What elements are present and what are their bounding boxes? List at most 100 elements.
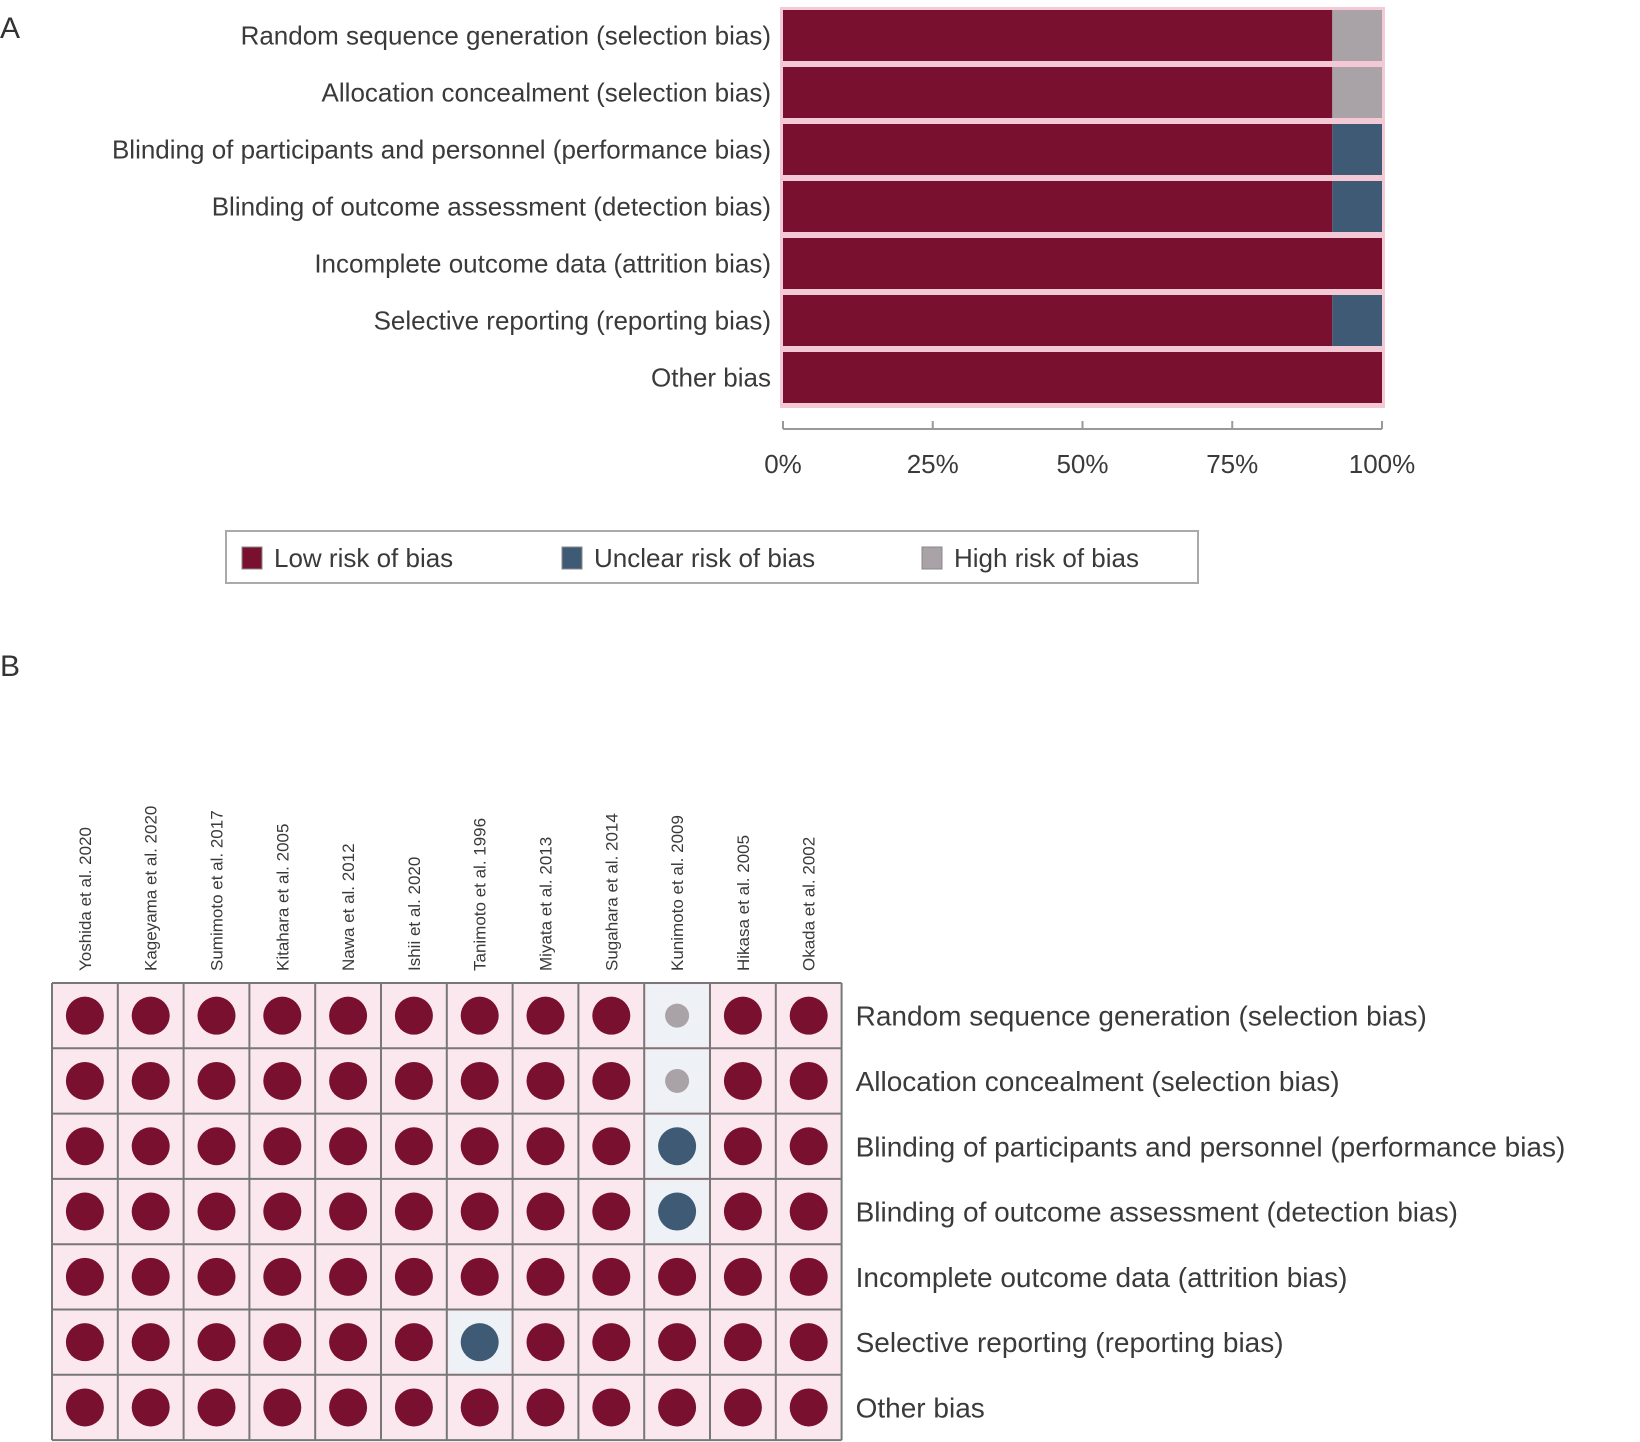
risk-dot-low — [658, 1257, 697, 1296]
risk-dot-low — [723, 1323, 762, 1362]
legend-label: Low risk of bias — [274, 543, 453, 573]
risk-dot-low — [723, 1127, 762, 1166]
study-label: Ishii et al. 2020 — [405, 857, 424, 971]
bar-segment — [783, 352, 1382, 403]
bar-chart: Random sequence generation (selection bi… — [112, 7, 1385, 408]
risk-dot-unclear — [658, 1192, 697, 1231]
risk-dot-low — [526, 996, 565, 1035]
domain-label: Allocation concealment (selection bias) — [856, 1066, 1340, 1097]
study-label: Kitahara et al. 2005 — [273, 824, 292, 971]
risk-dot-low — [526, 1061, 565, 1100]
risk-dot-low — [329, 1257, 368, 1296]
risk-dot-unclear — [658, 1127, 697, 1166]
domain-label: Selective reporting (reporting bias) — [856, 1327, 1284, 1358]
bar-segment — [783, 67, 1333, 118]
panel-letter-b: B — [0, 650, 20, 683]
risk-dot-low — [526, 1323, 565, 1362]
legend-swatch — [921, 546, 943, 570]
study-label: Hikasa et al. 2005 — [734, 835, 753, 971]
risk-dot-low — [592, 1127, 631, 1166]
risk-dot-low — [131, 1127, 170, 1166]
risk-dot-low — [65, 1127, 104, 1166]
risk-dot-low — [723, 1388, 762, 1427]
bar-segment — [1332, 10, 1382, 61]
risk-dot-low — [394, 996, 433, 1035]
risk-dot-low — [329, 1323, 368, 1362]
risk-dot-low — [592, 1323, 631, 1362]
risk-dot-low — [526, 1192, 565, 1231]
x-tick-label: 25% — [907, 449, 959, 479]
risk-dot-low — [65, 996, 104, 1035]
domain-label: Blinding of outcome assessment (detectio… — [856, 1197, 1458, 1228]
risk-dot-low — [197, 1257, 236, 1296]
risk-dot-low — [131, 996, 170, 1035]
legend-swatch — [561, 546, 583, 570]
risk-dot-low — [789, 1388, 828, 1427]
risk-dot-low — [65, 1388, 104, 1427]
risk-dot-low — [329, 1388, 368, 1427]
risk-dot-low — [197, 996, 236, 1035]
risk-dot-low — [789, 996, 828, 1035]
risk-dot-low — [460, 1192, 499, 1231]
risk-dot-low — [263, 1061, 302, 1100]
risk-dot-low — [789, 1127, 828, 1166]
bar-segment — [783, 124, 1333, 175]
risk-dot-low — [789, 1323, 828, 1362]
risk-dot-low — [592, 1192, 631, 1231]
bar-segment — [783, 10, 1333, 61]
legend-label: Unclear risk of bias — [594, 543, 815, 573]
risk-dot-low — [592, 1061, 631, 1100]
risk-dot-low — [658, 1323, 697, 1362]
risk-dot-low — [65, 1257, 104, 1296]
study-labels: Yoshida et al. 2020 Kageyama et al. 2020 S… — [76, 806, 819, 971]
risk-dot-high — [665, 1003, 690, 1028]
risk-dot-low — [263, 996, 302, 1035]
study-label: Miyata et al. 2013 — [537, 837, 556, 971]
risk-dot-low — [131, 1061, 170, 1100]
x-tick-label: 100% — [1349, 449, 1416, 479]
risk-dot-low — [526, 1127, 565, 1166]
bar-segment — [1332, 181, 1382, 232]
risk-dot-low — [394, 1257, 433, 1296]
risk-dot-low — [329, 996, 368, 1035]
risk-dot-low — [197, 1388, 236, 1427]
risk-dot-low — [592, 1388, 631, 1427]
risk-dot-low — [460, 1257, 499, 1296]
risk-dot-low — [723, 1061, 762, 1100]
risk-dot-low — [131, 1388, 170, 1427]
risk-dot-low — [460, 996, 499, 1035]
category-label: Random sequence generation (selection bi… — [241, 21, 771, 51]
risk-dot-low — [789, 1061, 828, 1100]
category-label: Selective reporting (reporting bias) — [374, 306, 771, 336]
risk-dot-low — [394, 1127, 433, 1166]
legend-box — [225, 530, 1199, 584]
x-tick-label: 50% — [1056, 449, 1108, 479]
risk-dot-low — [460, 1061, 499, 1100]
x-tick-label: 0% — [764, 449, 802, 479]
domain-label: Random sequence generation (selection bi… — [856, 1001, 1427, 1032]
risk-dot-low — [460, 1388, 499, 1427]
risk-dot-low — [723, 996, 762, 1035]
study-label: Sugahara et al. 2014 — [602, 813, 621, 971]
study-label: Kunimoto et al. 2009 — [668, 815, 687, 971]
category-label: Other bias — [651, 363, 771, 393]
risk-dot-low — [329, 1192, 368, 1231]
risk-dot-low — [592, 1257, 631, 1296]
bar-segment — [1332, 124, 1382, 175]
category-label: Incomplete outcome data (attrition bias) — [314, 249, 771, 279]
panel-letter-a: A — [0, 12, 20, 45]
risk-dot-low — [723, 1257, 762, 1296]
risk-dot-low — [658, 1388, 697, 1427]
risk-dot-low — [65, 1192, 104, 1231]
risk-dot-low — [263, 1127, 302, 1166]
risk-dot-low — [394, 1323, 433, 1362]
bar-segment — [783, 181, 1333, 232]
risk-dot-low — [65, 1061, 104, 1100]
risk-dot-low — [460, 1127, 499, 1166]
legend-label: High risk of bias — [954, 543, 1139, 573]
risk-dot-low — [131, 1257, 170, 1296]
risk-dot-low — [65, 1323, 104, 1362]
bar-segment — [1332, 295, 1382, 346]
risk-dot-high — [665, 1068, 690, 1093]
